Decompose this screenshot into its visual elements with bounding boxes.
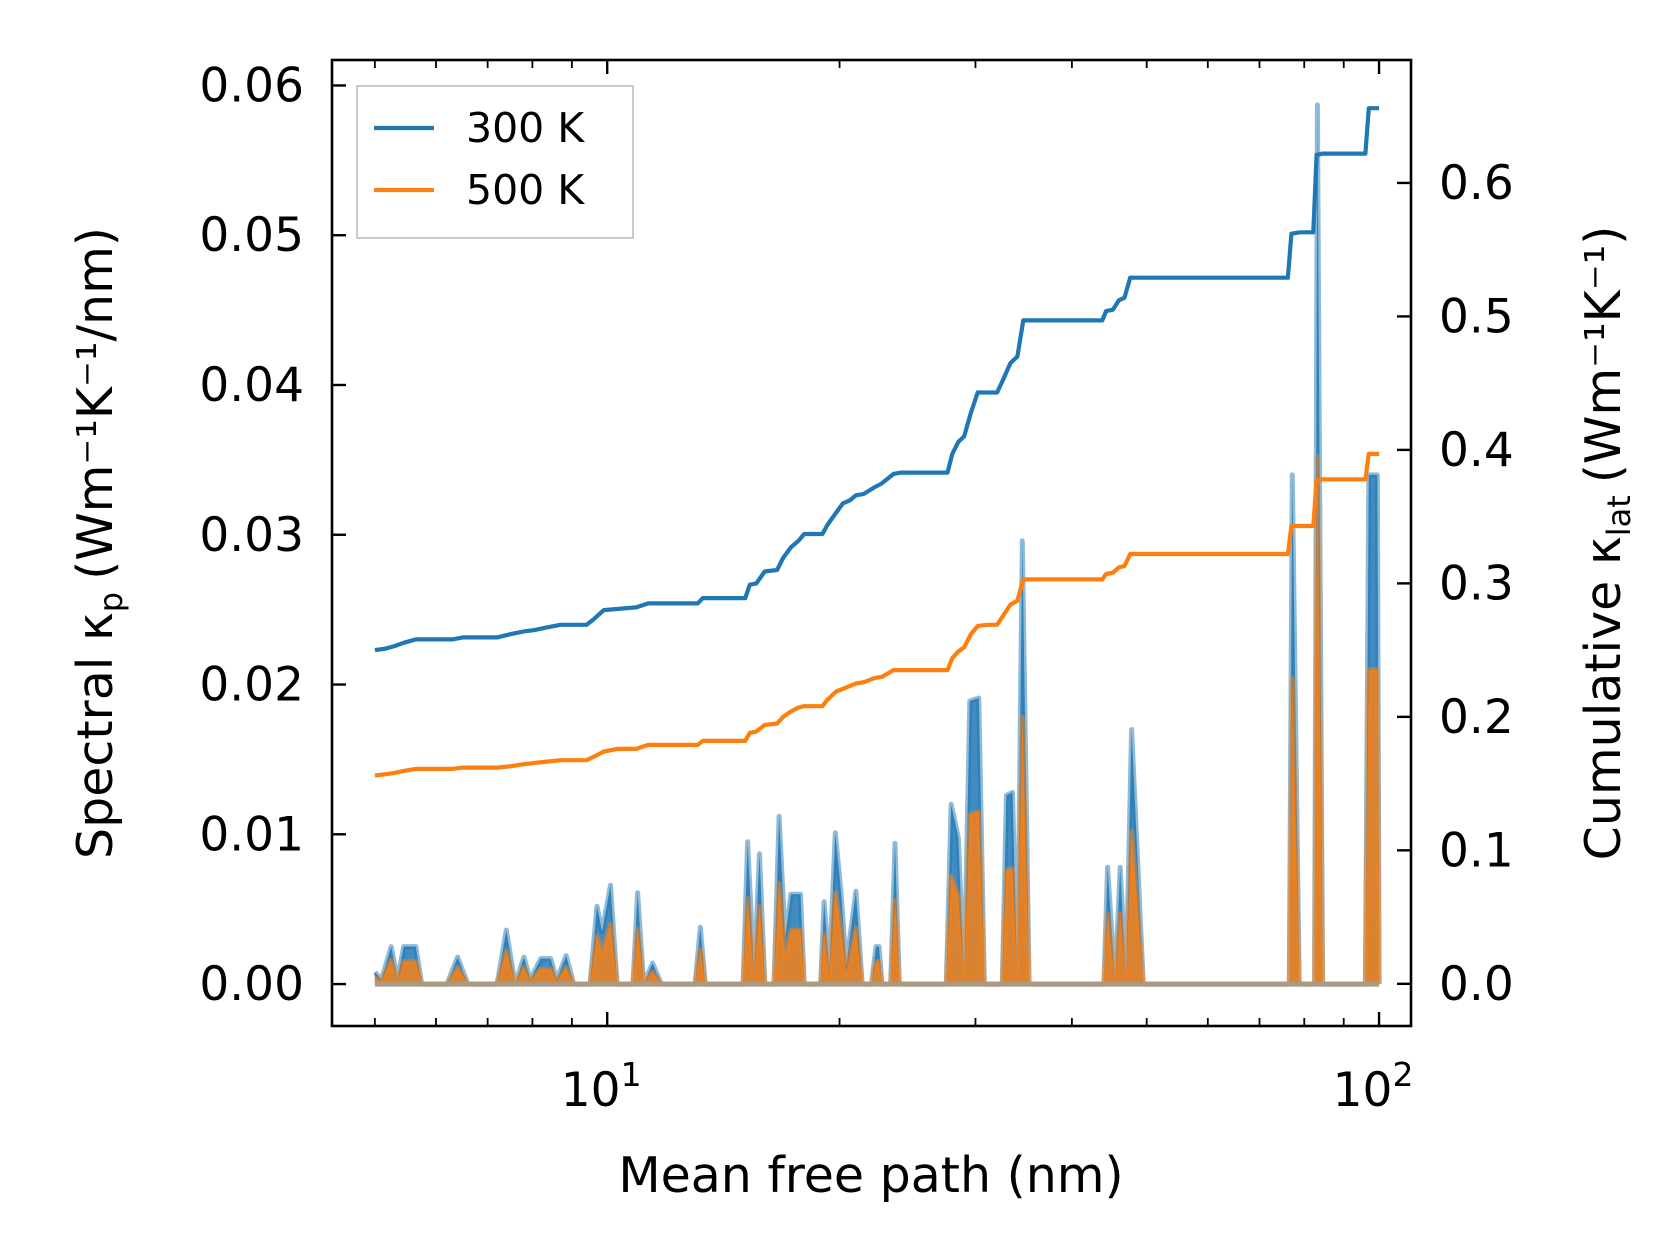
spectral-series-layer xyxy=(373,102,1382,987)
y-axis-right-label: Cumulative κlat (Wm⁻¹K⁻¹) xyxy=(1575,226,1638,861)
y-right-tick-label: 0.5 xyxy=(1439,289,1514,344)
y-left-tick-label: 0.06 xyxy=(199,58,304,113)
y-left-tick-label: 0.03 xyxy=(199,508,304,563)
y-right-tick-label: 0.1 xyxy=(1439,823,1514,878)
y-right-tick-label: 0.4 xyxy=(1439,423,1514,478)
plot-frame xyxy=(330,58,1413,1028)
y-left-tick-label: 0.02 xyxy=(199,658,304,713)
legend-label-500k: 500 K xyxy=(466,166,585,214)
y-left-label-sub: p xyxy=(92,592,130,612)
y-left-tick-label: 0.00 xyxy=(199,957,304,1012)
y-right-label-main: Cumulative κ xyxy=(1575,536,1632,860)
y-left-label-main: Spectral κ xyxy=(67,612,124,859)
cumulative-series-layer xyxy=(374,106,1380,778)
y-left-tick-label: 0.04 xyxy=(199,358,304,413)
y-right-tick-label: 0.2 xyxy=(1439,690,1514,745)
y-right-tick-label: 0.6 xyxy=(1439,156,1514,211)
x-tick-label-base: 10 xyxy=(1333,1063,1393,1118)
cumulative-line-300k xyxy=(374,106,1380,653)
y-right-tick-label: 0.3 xyxy=(1439,556,1514,611)
y-right-label-sub: lat xyxy=(1600,495,1638,536)
y-left-tick-label: 0.05 xyxy=(199,208,304,263)
cumulative-line-500k xyxy=(374,451,1380,778)
y-left-label-units: (Wm⁻¹K⁻¹/nm) xyxy=(67,227,124,580)
x-tick-label: 102 xyxy=(1333,1055,1414,1118)
x-axis-label: Mean free path (nm) xyxy=(618,1147,1123,1204)
x-tick-label-base: 10 xyxy=(561,1063,621,1118)
x-tick-label-exponent: 2 xyxy=(1392,1055,1413,1094)
y-left-tick-label: 0.01 xyxy=(199,807,304,862)
y-right-label-units: (Wm⁻¹K⁻¹) xyxy=(1575,226,1632,484)
x-tick-label-exponent: 1 xyxy=(621,1055,642,1094)
y-right-tick-label: 0.0 xyxy=(1439,957,1514,1012)
legend-frame xyxy=(356,85,634,239)
legend: 300 K 500 K xyxy=(356,85,634,239)
legend-label-300k: 300 K xyxy=(466,104,585,152)
y-axis-left-label: Spectral κp (Wm⁻¹K⁻¹/nm) xyxy=(67,227,130,859)
tick-layer: 101 1020.000.010.020.030.040.050.060.00.1… xyxy=(199,58,1513,1118)
x-tick-label: 101 xyxy=(561,1055,642,1118)
